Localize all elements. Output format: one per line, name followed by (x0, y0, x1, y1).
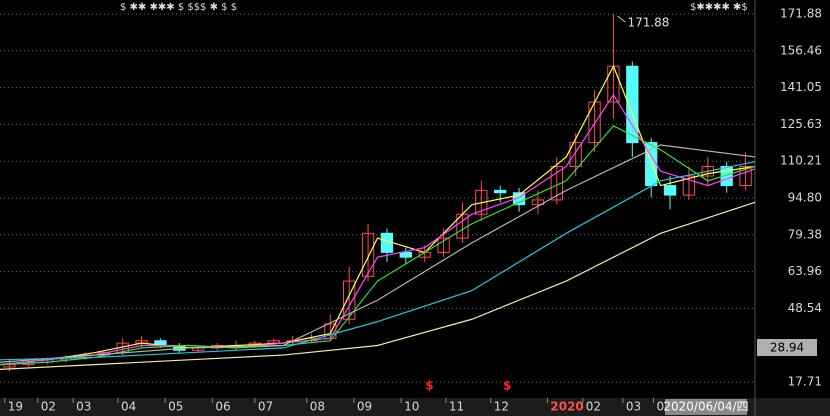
x-tick-label: 04 (121, 400, 136, 414)
last-label: 28.94 (770, 341, 804, 355)
annotation-arrow (617, 15, 626, 23)
y-tick-label: 110.21 (780, 154, 822, 168)
x-tick-label: 07 (258, 400, 273, 414)
candle-body (701, 165, 714, 177)
x-tick-label: 12 (494, 400, 509, 414)
x-tick-label: 10 (404, 400, 419, 414)
x-tick-label: 05 (168, 400, 183, 414)
y-tick-label: 17.71 (788, 375, 822, 389)
y-tick-label: 141.05 (780, 80, 822, 94)
x-tick-label: 03 (626, 400, 641, 414)
candle-body (494, 189, 507, 194)
candle-body (569, 142, 582, 167)
x-tick-label: 11 (449, 400, 464, 414)
y-tick-label: 94.80 (788, 190, 822, 204)
ma-line (0, 64, 756, 366)
event-marker: $ (425, 379, 433, 393)
candle-body (361, 232, 375, 277)
candle-body (380, 232, 394, 253)
candle-body (682, 175, 696, 196)
candle-body (343, 280, 356, 320)
x-tick-label: 02 (586, 400, 601, 414)
candle-body (475, 189, 488, 215)
x-tick-label: 02 (41, 400, 56, 414)
candle-body (512, 192, 526, 206)
event-marker: $ (503, 379, 511, 393)
y-tick-label: 156.46 (780, 43, 822, 57)
x-tick-label: 19 (8, 400, 23, 414)
x-tick-label: 03 (76, 400, 91, 414)
cursor-date-box (665, 399, 747, 415)
candle-body (739, 165, 752, 187)
ma-line (0, 93, 756, 366)
ma-line (0, 125, 756, 366)
x-tick-label: 08 (310, 400, 325, 414)
x-tick-label: 06 (215, 400, 230, 414)
candle-body (720, 165, 733, 187)
candle-body (550, 165, 563, 201)
ma-line (0, 144, 756, 363)
y-tick-label: 125.63 (780, 117, 822, 131)
x-tick-label: 2020 (550, 400, 583, 414)
ma-line (0, 161, 756, 361)
x-tick-label: 09 (357, 400, 372, 414)
y-tick-label: 171.88 (780, 6, 822, 20)
candle-body (437, 237, 450, 253)
y-tick-label: 48.54 (788, 301, 822, 315)
candle-body (399, 251, 412, 258)
annotation: 171.88 (627, 15, 669, 29)
ma-line (0, 201, 756, 370)
cursor-date: 2020/06/04/四 (663, 400, 748, 414)
y-tick-label: 79.38 (788, 227, 822, 241)
top-marks: $✱✱✱✱ ✱$ (690, 2, 748, 13)
top-marks: $ ✱✱ ✱✱✱ $ $$$ ✱ $ $ (120, 2, 237, 13)
candle-body (626, 65, 639, 144)
candle-body (663, 185, 677, 196)
last-label-box (757, 339, 817, 356)
y-tick-label: 63.96 (788, 264, 822, 278)
